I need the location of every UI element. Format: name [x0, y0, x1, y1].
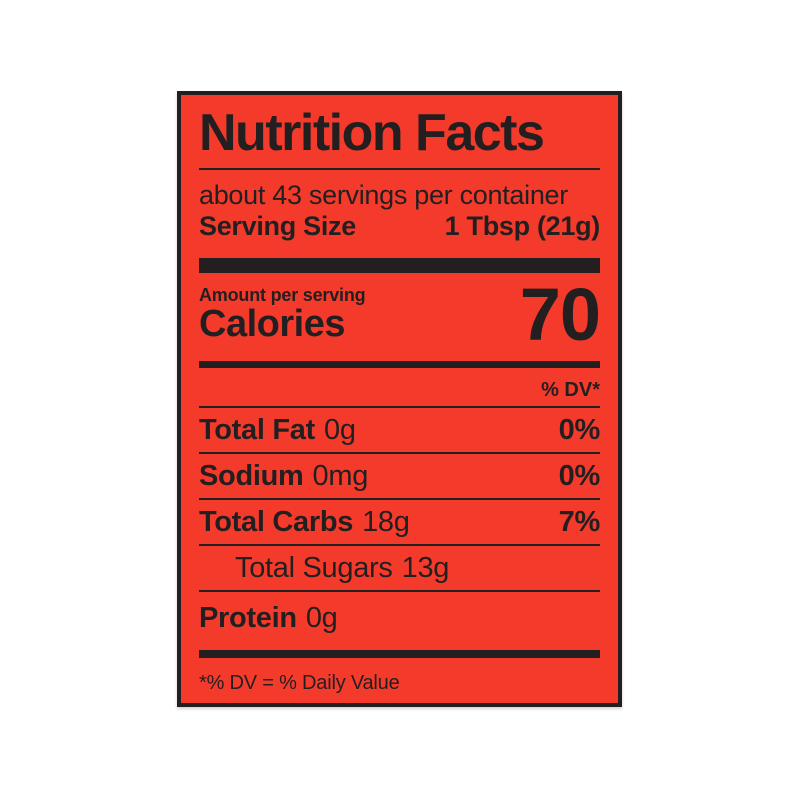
nutrient-text: Sodium 0mg	[199, 460, 368, 493]
nutrient-row-total-fat: Total Fat 0g 0%	[199, 408, 600, 454]
nutrient-name: Sodium	[199, 459, 304, 492]
calories-section: Amount per serving Calories 70	[199, 273, 601, 356]
nutrient-text: Total Carbs 18g	[199, 506, 410, 539]
nutrient-name: Protein	[199, 601, 297, 634]
servings-per-container: about 43 servings per container	[199, 180, 568, 210]
nutrient-row-total-sugars: Total Sugars 13g	[199, 546, 600, 592]
nutrient-name: Total Carbs	[199, 505, 354, 538]
title-divider	[199, 168, 600, 170]
medium-separator-bar	[199, 361, 600, 368]
nutrient-amount: 0g	[305, 601, 338, 634]
calories-label: Calories	[199, 303, 345, 345]
calories-left: Amount per serving Calories	[199, 285, 366, 345]
daily-value-footnote: *% DV = % Daily Value	[199, 672, 400, 694]
nutrient-amount: 0g	[323, 413, 356, 446]
calories-value: 70	[519, 273, 601, 356]
nutrient-amount: 18g	[362, 505, 410, 538]
footnote-separator-bar	[199, 650, 600, 658]
nutrient-text: Total Sugars 13g	[235, 552, 449, 585]
serving-size-label: Serving Size	[199, 211, 356, 241]
thick-separator-bar	[199, 258, 600, 273]
label-title: Nutrition Facts	[199, 104, 545, 162]
dv-header-divider	[199, 406, 600, 408]
daily-value-header: % DV*	[541, 379, 600, 401]
nutrient-row-total-carbs: Total Carbs 18g 7%	[199, 500, 600, 546]
serving-size-value: 1 Tbsp (21g)	[444, 211, 601, 241]
nutrient-dv: 0%	[558, 413, 601, 446]
nutrient-amount: 13g	[401, 551, 450, 584]
amount-per-serving-label: Amount per serving	[199, 285, 366, 305]
nutrient-dv: 7%	[558, 505, 601, 538]
nutrient-dv: 0%	[558, 459, 601, 492]
nutrient-text: Total Fat 0g	[199, 414, 356, 447]
serving-size-row: Serving Size 1 Tbsp (21g)	[199, 211, 600, 242]
nutrient-name: Total Fat	[199, 413, 315, 446]
nutrient-amount: 0mg	[312, 459, 369, 492]
nutrient-name: Total Sugars	[235, 551, 393, 584]
nutrient-row-protein: Protein 0g	[199, 592, 600, 644]
nutrient-row-sodium: Sodium 0mg 0%	[199, 454, 600, 500]
nutrient-text: Protein 0g	[199, 601, 338, 635]
nutrition-facts-label: Nutrition Facts about 43 servings per co…	[177, 91, 622, 707]
